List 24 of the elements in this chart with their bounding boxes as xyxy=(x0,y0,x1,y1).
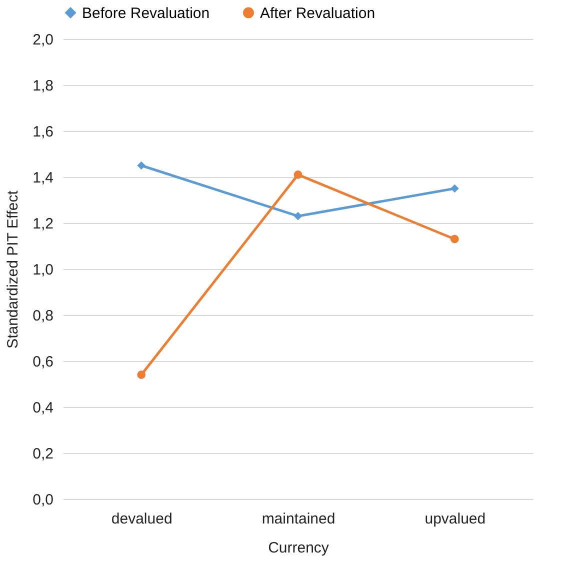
point xyxy=(450,184,459,193)
y-tick-label: 1,8 xyxy=(32,78,54,94)
point xyxy=(137,161,146,170)
y-tick-label: 0,6 xyxy=(32,354,54,370)
y-tick-label: 0,8 xyxy=(32,308,54,324)
point xyxy=(294,170,302,179)
point xyxy=(137,370,146,379)
x-axis-title: Currency xyxy=(268,540,330,556)
x-tick-label: maintained xyxy=(262,510,336,528)
point xyxy=(450,234,459,244)
point xyxy=(294,212,302,220)
y-axis-title: Standardized PIT Effect xyxy=(4,190,22,348)
y-tick-label: 0,0 xyxy=(32,492,54,508)
y-tick-label: 1,6 xyxy=(32,124,54,140)
y-tick-label: 1,0 xyxy=(32,262,54,278)
legend-label: After Revaluation xyxy=(260,4,376,22)
y-tick-label: 1,4 xyxy=(32,170,54,186)
y-tick-label: 0,4 xyxy=(32,400,54,416)
x-tick-label: devalued xyxy=(111,510,172,528)
legend-label: Before Revaluation xyxy=(82,4,210,22)
y-tick-label: 1,2 xyxy=(32,216,54,232)
y-tick-label: 2,0 xyxy=(32,32,54,48)
x-tick-label: upvalued xyxy=(424,510,486,528)
y-tick-label: 0,2 xyxy=(32,446,54,462)
